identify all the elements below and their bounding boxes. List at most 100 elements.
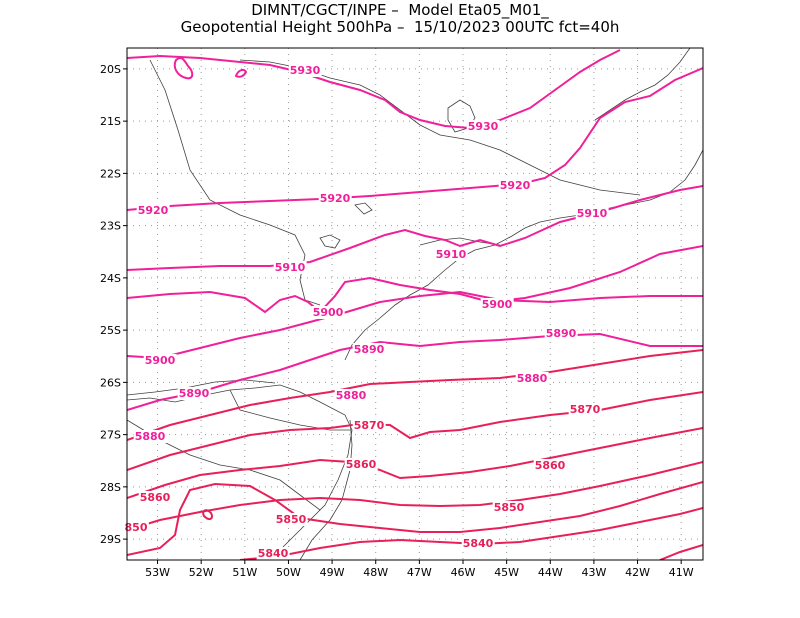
contour-label: 5840 [258,547,289,560]
contour-label-background [352,419,386,432]
contour-label-background [138,491,172,504]
title-line-1: DIMNT/CGCT/INPE – Model Eta05_M01_ [251,1,549,19]
state-border-1 [149,59,321,306]
lon-label: 51W [232,566,257,579]
contour-label: 5910 [577,207,608,220]
contour-label-background [177,387,211,400]
contour-5840 [127,461,703,531]
lon-label: 42W [625,566,650,579]
lat-axis-labels: 20S 21S 22S 23S 24S 25S 26S 27S 28S 29S [100,63,121,546]
lon-label: 53W [145,566,170,579]
contour-label-background [288,64,322,77]
title-line-2: Geopotential Height 500hPa – 15/10/2023 … [180,18,620,36]
contour-label-background [136,204,170,217]
contour-label-background [273,261,307,274]
contour-label-background [256,547,290,560]
map-title: DIMNT/CGCT/INPE – Model Eta05_M01_ Geopo… [0,2,800,36]
contour-5930-closed-b [234,68,248,78]
contour-label-background [480,298,514,311]
state-border-4 [229,389,350,431]
contour-label: 5880 [517,372,548,385]
lat-label: 24S [100,272,121,285]
state-border-2 [239,59,641,196]
contour-closed-small [202,509,214,520]
contour-label-background [274,513,308,526]
contour-label-background [318,192,352,205]
contour-label: 5880 [336,389,367,402]
contour-5820 [239,507,703,560]
contour-5870 [127,349,703,441]
contour-label-background [123,521,149,534]
contour-label-background [575,207,609,220]
lat-label: 20S [100,63,121,76]
lat-label: 27S [100,429,121,442]
lat-label: 23S [100,220,121,233]
contour-label: 850 [125,521,148,534]
state-border-5 [127,379,276,396]
contour-label: 5850 [276,513,307,526]
height-contours [127,49,703,560]
contour-5850 [127,427,703,499]
contour-label-background [311,306,345,319]
coastline-north [594,48,691,121]
contour-label-background [434,248,468,261]
contour-label: 5930 [290,64,321,77]
contour-label: 5860 [346,458,377,471]
contour-5920 [127,67,703,211]
contour-label: 5850 [494,501,525,514]
lat-label: 25S [100,324,121,337]
contour-label: 5890 [546,327,577,340]
contour-label: 5910 [436,248,467,261]
lon-label: 50W [276,566,301,579]
lon-label: 44W [538,566,563,579]
contour-label-background [133,430,167,443]
contour-5900 [127,245,703,314]
contour-label: 5890 [354,343,385,356]
map-frame [126,47,704,561]
lon-label: 43W [581,566,606,579]
contour-5810 [659,544,703,560]
lon-label: 48W [363,566,388,579]
contour-labels: 5930 5930 5920 5920 5920 5910 5910 5910 … [123,64,609,560]
lon-label: 52W [189,566,214,579]
lon-label: 45W [494,566,519,579]
lat-label: 26S [100,376,121,389]
reservoir-1 [319,234,341,249]
contour-label-background [515,372,549,385]
contour-label: 5900 [482,298,513,311]
lat-label: 22S [100,167,121,180]
contour-label: 5860 [535,459,566,472]
axis-ticks [123,68,682,564]
contour-label-background [466,120,500,133]
contour-5860 [127,391,703,471]
contour-5910 [127,185,703,271]
contour-label-background [568,403,602,416]
contour-label: 5890 [179,387,210,400]
contour-5890 [127,290,703,360]
contour-label: 5870 [570,403,601,416]
contour-label-background [143,354,177,367]
contour-label: 5920 [500,179,531,192]
contour-label: 5870 [354,419,385,432]
contour-label-background [544,327,578,340]
contour-label-background [334,389,368,402]
lat-label: 29S [100,533,121,546]
contour-5930 [127,49,621,130]
contour-5880 [127,332,703,411]
contour-label-background [344,458,378,471]
contour-label-background [461,537,495,550]
contour-label: 5900 [313,306,344,319]
contour-label: 5920 [138,204,169,217]
contour-label: 5860 [140,491,171,504]
contour-label-background [492,501,526,514]
contour-label-background [352,343,386,356]
contour-5830 [127,481,703,556]
contour-label: 5920 [320,192,351,205]
lon-label: 47W [407,566,432,579]
lat-label: 28S [100,481,121,494]
coastline-se [344,149,703,361]
contour-label: 5880 [135,430,166,443]
coastline [127,384,353,560]
lon-axis-labels: 53W 52W 51W 50W 49W 48W 47W 46W 45W 44W 43W 42W 41W [145,566,694,579]
